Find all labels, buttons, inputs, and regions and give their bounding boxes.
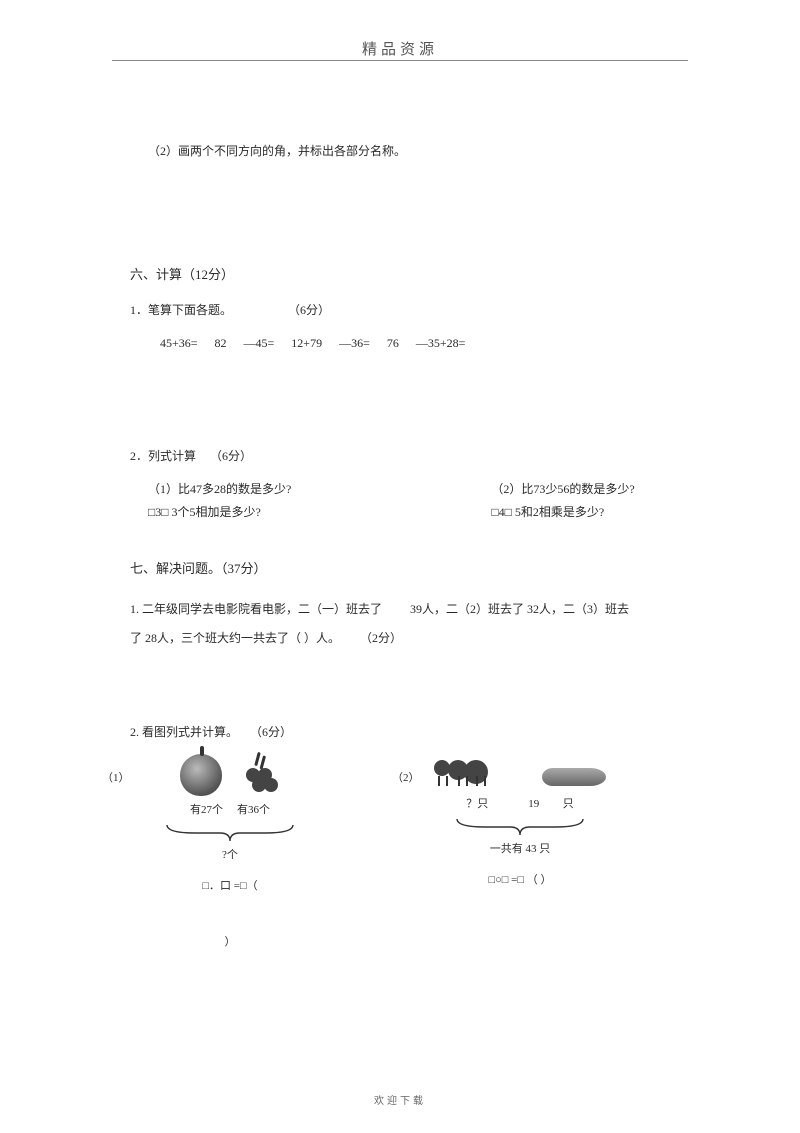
section-6-title: 六、计算（12分）: [130, 263, 680, 288]
dia1-question: ?个: [222, 845, 238, 866]
problem-3: □3□ 3个5相加是多少?: [148, 501, 291, 524]
section-7-title: 七、解决问题。（37分）: [130, 557, 680, 582]
brace-icon: [455, 817, 585, 837]
dia2-right-n: 19: [528, 798, 539, 810]
diagram-1: （1） 有27个 有36个 ?个 □．口 =□（ ）: [130, 754, 330, 954]
dia2-right-unit: 只: [563, 798, 574, 810]
sub2-label: 2．列式计算: [130, 449, 196, 463]
dia2-equation: □○□ =□ （ ）: [488, 870, 551, 891]
section-6-sub2: 2．列式计算 （6分）: [130, 445, 680, 468]
dia1-equation: □．口 =□（: [202, 876, 257, 897]
q1-points: （2分）: [360, 631, 402, 645]
arithmetic-line: 45+36= 82 —45= 12+79 —36= 76 —35+28=: [130, 332, 680, 355]
q2-title-row: 2. 看图列式并计算。 （6分）: [130, 721, 680, 744]
q1-part-a: 1. 二年级同学去电影院看电影，二（一）班去了: [130, 602, 382, 616]
q1-text: 1. 二年级同学去电影院看电影，二（一）班去了 39人，二（2）班去了 32人，…: [130, 596, 680, 622]
page-content: （2）画两个不同方向的角，并标出各部分名称。 六、计算（12分） 1．笔算下面各…: [130, 140, 680, 953]
dia2-number: （2）: [392, 768, 420, 789]
section-6-sub1: 1．笔算下面各题。 （6分）: [130, 299, 680, 322]
page-footer: 欢迎下载: [0, 1092, 800, 1107]
q1-text-2: 了 28人，三个班大约一共去了（ ）人。 （2分）: [130, 625, 680, 651]
sub2-points: （6分）: [210, 449, 252, 463]
angle-question: （2）画两个不同方向的角，并标出各部分名称。: [130, 140, 680, 163]
page-header-title: 精品资源: [0, 38, 800, 59]
berries-icon: [238, 754, 280, 796]
worm-icon: [542, 760, 606, 790]
header-rule: [112, 60, 688, 61]
dia1-right-label: 有36个: [237, 800, 270, 821]
problem-4: □4□ 5和2相乘是多少?: [491, 501, 634, 524]
problem-1: （1）比47多28的数是多少?: [148, 478, 291, 501]
apple-icon: [180, 754, 222, 796]
dia1-number: （1）: [102, 768, 130, 789]
ant-icon: [434, 754, 492, 790]
q1-part-b: 39人，二（2）班去了 32人，二（3）班去: [410, 602, 629, 616]
problem-2: （2）比73少56的数是多少?: [491, 478, 634, 501]
sub1-label: 1．笔算下面各题。: [130, 303, 232, 317]
q2-points: （6分）: [250, 725, 292, 739]
list-problems: （1）比47多28的数是多少? □3□ 3个5相加是多少? （2）比73少56的…: [130, 478, 680, 524]
sub1-points: （6分）: [288, 303, 330, 317]
diagram-2: （2） ？只 19 只 一共有 43 只 □○□ =□ （ ）: [420, 754, 620, 954]
dia1-left-label: 有27个: [190, 800, 223, 821]
q2-title: 2. 看图列式并计算。: [130, 725, 238, 739]
q1-part-c: 了 28人，三个班大约一共去了（ ）人。: [130, 631, 340, 645]
dia2-total: 一共有 43 只: [490, 839, 551, 860]
dia1-equation-close: ）: [225, 932, 236, 953]
dia2-left-label: ？只: [466, 794, 488, 815]
diagram-row: （1） 有27个 有36个 ?个 □．口 =□（ ） （2） ？只: [130, 754, 680, 954]
brace-icon: [165, 823, 295, 843]
